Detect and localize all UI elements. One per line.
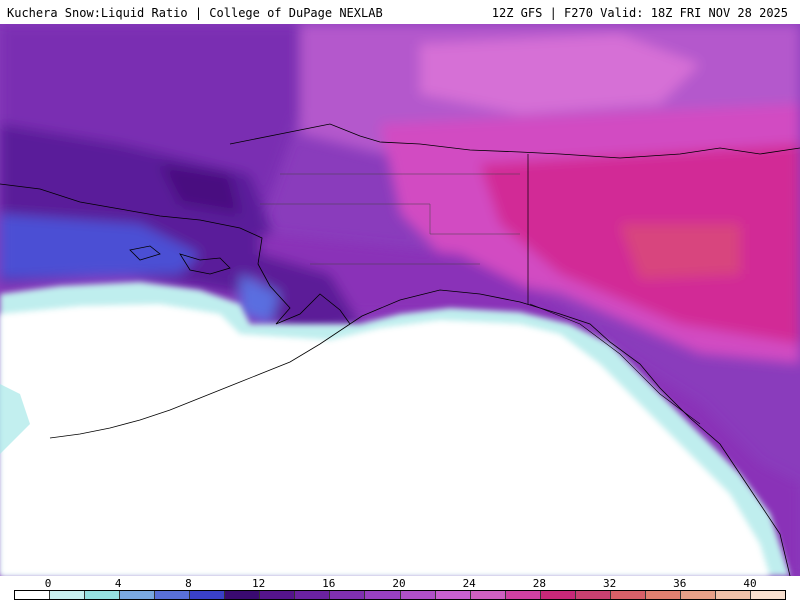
snow-ratio-map: [0, 24, 800, 576]
colorbar-tick-label: 12: [251, 577, 266, 590]
colorbar-bin: [365, 591, 401, 599]
colorbar-tick-label: 8: [185, 577, 192, 590]
colorbar-bin: [575, 591, 611, 599]
colorbar-bin: [750, 591, 786, 599]
field-light-magenta: [420, 34, 700, 114]
colorbar-bin: [540, 591, 576, 599]
colorbar-bin: [295, 591, 331, 599]
colorbar-tick-label: 0: [44, 577, 52, 590]
model-run-info: 12Z GFS | F270 Valid: 18Z FRI NOV 28 202…: [491, 6, 788, 20]
colorbar-bins: [14, 590, 786, 600]
colorbar-bin: [610, 591, 646, 599]
colorbar-bin: [225, 591, 261, 599]
island-stlawrence: [129, 245, 161, 261]
field-darkest-purple: [160, 164, 240, 214]
map-header: Kuchera Snow:Liquid Ratio | College of D…: [0, 0, 800, 24]
colorbar-bin: [330, 591, 366, 599]
colorbar-bin: [715, 591, 751, 599]
colorbar-bin: [190, 591, 226, 599]
field-cyan-sw: [0, 384, 30, 454]
colorbar-tick-label: 16: [322, 577, 336, 590]
colorbar-bin: [85, 591, 121, 599]
map-canvas: [0, 24, 800, 576]
colorbar-tick-label: 36: [673, 577, 687, 590]
colorbar-bin: [15, 591, 51, 599]
product-title: Kuchera Snow:Liquid Ratio | College of D…: [7, 6, 383, 20]
region-boundaries: [260, 173, 520, 265]
colorbar-bin: [50, 591, 86, 599]
colorbar-tick-label: 24: [462, 577, 476, 590]
aleutian-chain: [49, 323, 351, 439]
colorbar-bin: [435, 591, 471, 599]
panhandle-border: [529, 303, 701, 425]
island-nunivak: [179, 253, 231, 275]
colorbar-tick-label: 28: [532, 577, 547, 590]
colorbar-bin: [470, 591, 506, 599]
colorbar-labels: 0 4 8 12 16 20 24 28 32 36 40: [0, 576, 800, 590]
colorbar-tick-label: 32: [602, 577, 617, 590]
field-blue-inlet: [240, 274, 280, 324]
colorbar-tick-label: 40: [743, 577, 757, 590]
colorbar-bin: [645, 591, 681, 599]
field-blue-band: [0, 214, 200, 279]
colorbar-tick-label: 20: [392, 577, 406, 590]
colorbar-tick-label: 4: [114, 577, 122, 590]
colorbar-bin: [120, 591, 156, 599]
field-rose-core: [620, 224, 740, 279]
arctic-coast: [229, 123, 800, 159]
colorbar-bin: [680, 591, 716, 599]
field-ocean-white: [0, 304, 770, 576]
colorbar-bin: [400, 591, 436, 599]
colorbar: 0 4 8 12 16 20 24 28 32 36 40: [0, 576, 800, 600]
colorbar-bin: [505, 591, 541, 599]
colorbar-bin: [155, 591, 191, 599]
colorbar-bin: [260, 591, 296, 599]
